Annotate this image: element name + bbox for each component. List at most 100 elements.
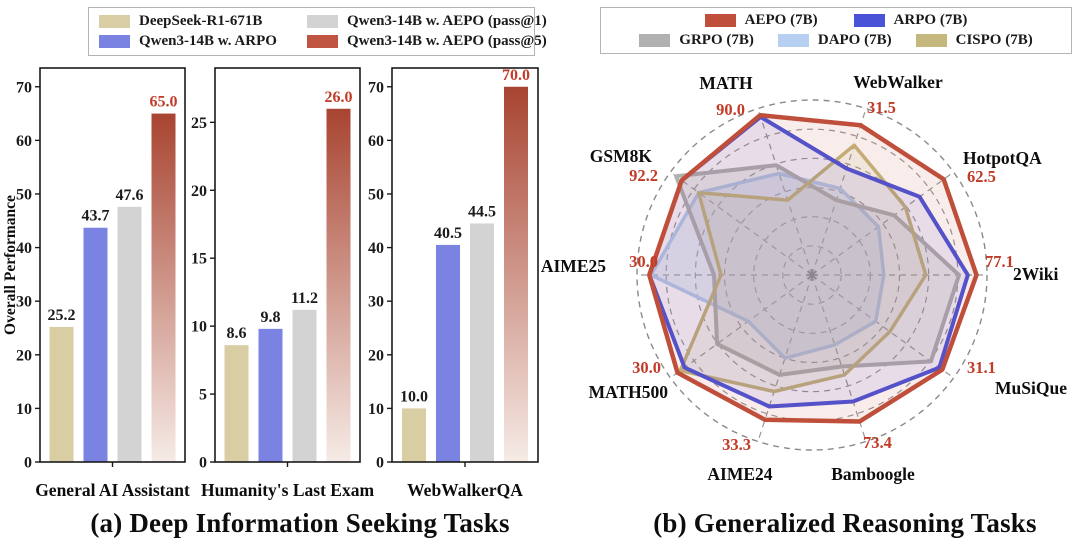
legend-item-arpo7b: ARPO (7B) bbox=[853, 12, 967, 29]
bar-value-label: 70.0 bbox=[502, 67, 530, 84]
y-tick-label: 40 bbox=[368, 240, 384, 257]
y-tick-label: 10 bbox=[191, 319, 207, 336]
bar-value-label: 65.0 bbox=[150, 94, 178, 111]
radar-center-marker bbox=[807, 270, 817, 280]
y-tick-label: 20 bbox=[368, 347, 384, 364]
legend-row-2: GRPO (7B) DAPO (7B) CISPO (7B) bbox=[609, 32, 1063, 49]
radar-series-fill bbox=[680, 145, 926, 392]
y-tick-label: 10 bbox=[16, 401, 32, 418]
y-tick-label: 0 bbox=[199, 455, 207, 472]
bar bbox=[326, 108, 351, 463]
y-tick-label: 20 bbox=[191, 183, 207, 200]
radar-spoke bbox=[757, 108, 813, 276]
bar-panel-humanitys-last-exam: 0 5 10 15 20 25 8.6 9.8 11.2 26.0 Humanity's Last … bbox=[191, 67, 374, 500]
legend-item-grpo7b: GRPO (7B) bbox=[639, 32, 754, 49]
legend-deep-seeking: DeepSeek-R1-671B Qwen3-14B w. AEPO (pass… bbox=[88, 7, 547, 56]
legend-label: Qwen3-14B w. AEPO (pass@5) bbox=[347, 33, 547, 49]
radar-value-label: 33.3 bbox=[722, 435, 751, 454]
bar bbox=[151, 113, 176, 462]
radar-series-line bbox=[678, 143, 928, 394]
y-tick-label: 50 bbox=[16, 186, 32, 203]
cispo-swatch-icon bbox=[915, 34, 947, 47]
y-tick-label: 20 bbox=[16, 347, 32, 364]
radar-spoke bbox=[811, 274, 867, 442]
radar-value-label: 90.0 bbox=[716, 100, 745, 119]
legend-label: Qwen3-14B w. AEPO (pass@1) bbox=[347, 13, 547, 29]
bar-value-label: 47.6 bbox=[116, 187, 144, 204]
radar-value-label: 77.1 bbox=[985, 252, 1014, 271]
bar bbox=[83, 227, 108, 462]
y-tick-label: 5 bbox=[199, 387, 207, 404]
radar-value-label: 31.5 bbox=[867, 98, 896, 117]
bar-panel-webwalkerqa: 0 10 20 30 40 50 60 70 10.0 40.5 44.5 70.0 WebWalker… bbox=[368, 67, 539, 500]
radar-series-fill bbox=[651, 173, 884, 359]
bar-value-label: 8.6 bbox=[227, 325, 247, 342]
y-tick-label: 25 bbox=[191, 115, 207, 132]
legend-item-aepo-pass5: Qwen3-14B w. AEPO (pass@5) bbox=[307, 33, 547, 50]
bar bbox=[258, 328, 283, 462]
aepo-swatch-icon bbox=[704, 14, 736, 27]
radar-spoke bbox=[670, 171, 813, 276]
bar-value-label: 9.8 bbox=[261, 309, 281, 326]
y-tick-label: 70 bbox=[16, 79, 32, 96]
radar-value-label: 30.0 bbox=[629, 252, 658, 271]
bar bbox=[436, 244, 460, 462]
radar-grid-ring bbox=[782, 245, 842, 305]
bar-value-label: 26.0 bbox=[325, 89, 353, 106]
radar-value-label: 62.5 bbox=[967, 167, 996, 186]
y-tick-label: 30 bbox=[16, 294, 32, 311]
y-tick-label: 10 bbox=[368, 401, 384, 418]
radar-spoke bbox=[757, 274, 813, 442]
bar-value-label: 44.5 bbox=[468, 203, 496, 220]
bar bbox=[470, 223, 494, 462]
grpo-swatch-icon bbox=[639, 34, 671, 47]
category-label: General AI Assistant bbox=[35, 480, 190, 500]
radar-axis-label: 2Wiki bbox=[1013, 264, 1059, 284]
bar bbox=[224, 345, 249, 462]
radar-axis-label: MATH bbox=[699, 73, 753, 93]
radar-spoke bbox=[670, 274, 813, 379]
y-tick-label: 60 bbox=[16, 133, 32, 150]
legend-item-cispo7b: CISPO (7B) bbox=[915, 32, 1033, 49]
y-tick-label: 15 bbox=[191, 251, 207, 268]
radar-axis-label: HotpotQA bbox=[963, 148, 1042, 168]
y-tick-label: 50 bbox=[368, 186, 384, 203]
bar bbox=[402, 408, 426, 462]
radar-value-label: 30.0 bbox=[632, 358, 661, 377]
legend-label: Qwen3-14B w. ARPO bbox=[139, 33, 277, 49]
bar-value-label: 25.2 bbox=[48, 307, 76, 324]
category-label: WebWalkerQA bbox=[407, 480, 523, 500]
radar-grid-ring bbox=[636, 99, 988, 451]
legend-row-1: AEPO (7B) ARPO (7B) bbox=[609, 12, 1063, 29]
legend-item-aepo7b: AEPO (7B) bbox=[704, 12, 818, 29]
radar-axis-label: MuSiQue bbox=[995, 378, 1067, 398]
y-axis-label: Overall Performance bbox=[2, 195, 19, 335]
y-tick-label: 40 bbox=[16, 240, 32, 257]
bar-value-label: 40.5 bbox=[434, 225, 462, 242]
legend-label: AEPO (7B) bbox=[744, 12, 818, 28]
legend-item-deepseek: DeepSeek-R1-671B bbox=[99, 13, 307, 30]
radar-series-line bbox=[647, 112, 979, 424]
radar-value-label: 73.4 bbox=[863, 433, 892, 452]
legend-item-arpo: Qwen3-14B w. ARPO bbox=[99, 33, 307, 50]
y-tick-label: 70 bbox=[368, 79, 384, 96]
radar-series-line bbox=[674, 163, 961, 377]
arpo7b-swatch-icon bbox=[853, 14, 885, 27]
radar-axis-label: GSM8K bbox=[590, 146, 653, 166]
bar-value-label: 43.7 bbox=[82, 208, 110, 225]
radar-value-label: 31.1 bbox=[967, 358, 996, 377]
radar-axis-label: WebWalker bbox=[853, 72, 943, 92]
legend-label: CISPO (7B) bbox=[955, 32, 1033, 48]
dapo-swatch-icon bbox=[777, 34, 809, 47]
radar-axis-label: Bamboogle bbox=[831, 464, 915, 484]
caption-deep-seeking: (a) Deep Information Seeking Tasks bbox=[90, 508, 510, 538]
legend-label: GRPO (7B) bbox=[679, 32, 754, 48]
legend-label: DAPO (7B) bbox=[817, 32, 892, 48]
y-tick-label: 30 bbox=[368, 294, 384, 311]
aepo-pass5-swatch-icon bbox=[307, 35, 338, 48]
radar-series-fill bbox=[649, 115, 977, 422]
arpo-swatch-icon bbox=[99, 35, 130, 48]
aepo-pass1-swatch-icon bbox=[307, 15, 338, 28]
radar-spoke bbox=[811, 108, 867, 276]
deepseek-swatch-icon bbox=[99, 15, 130, 28]
